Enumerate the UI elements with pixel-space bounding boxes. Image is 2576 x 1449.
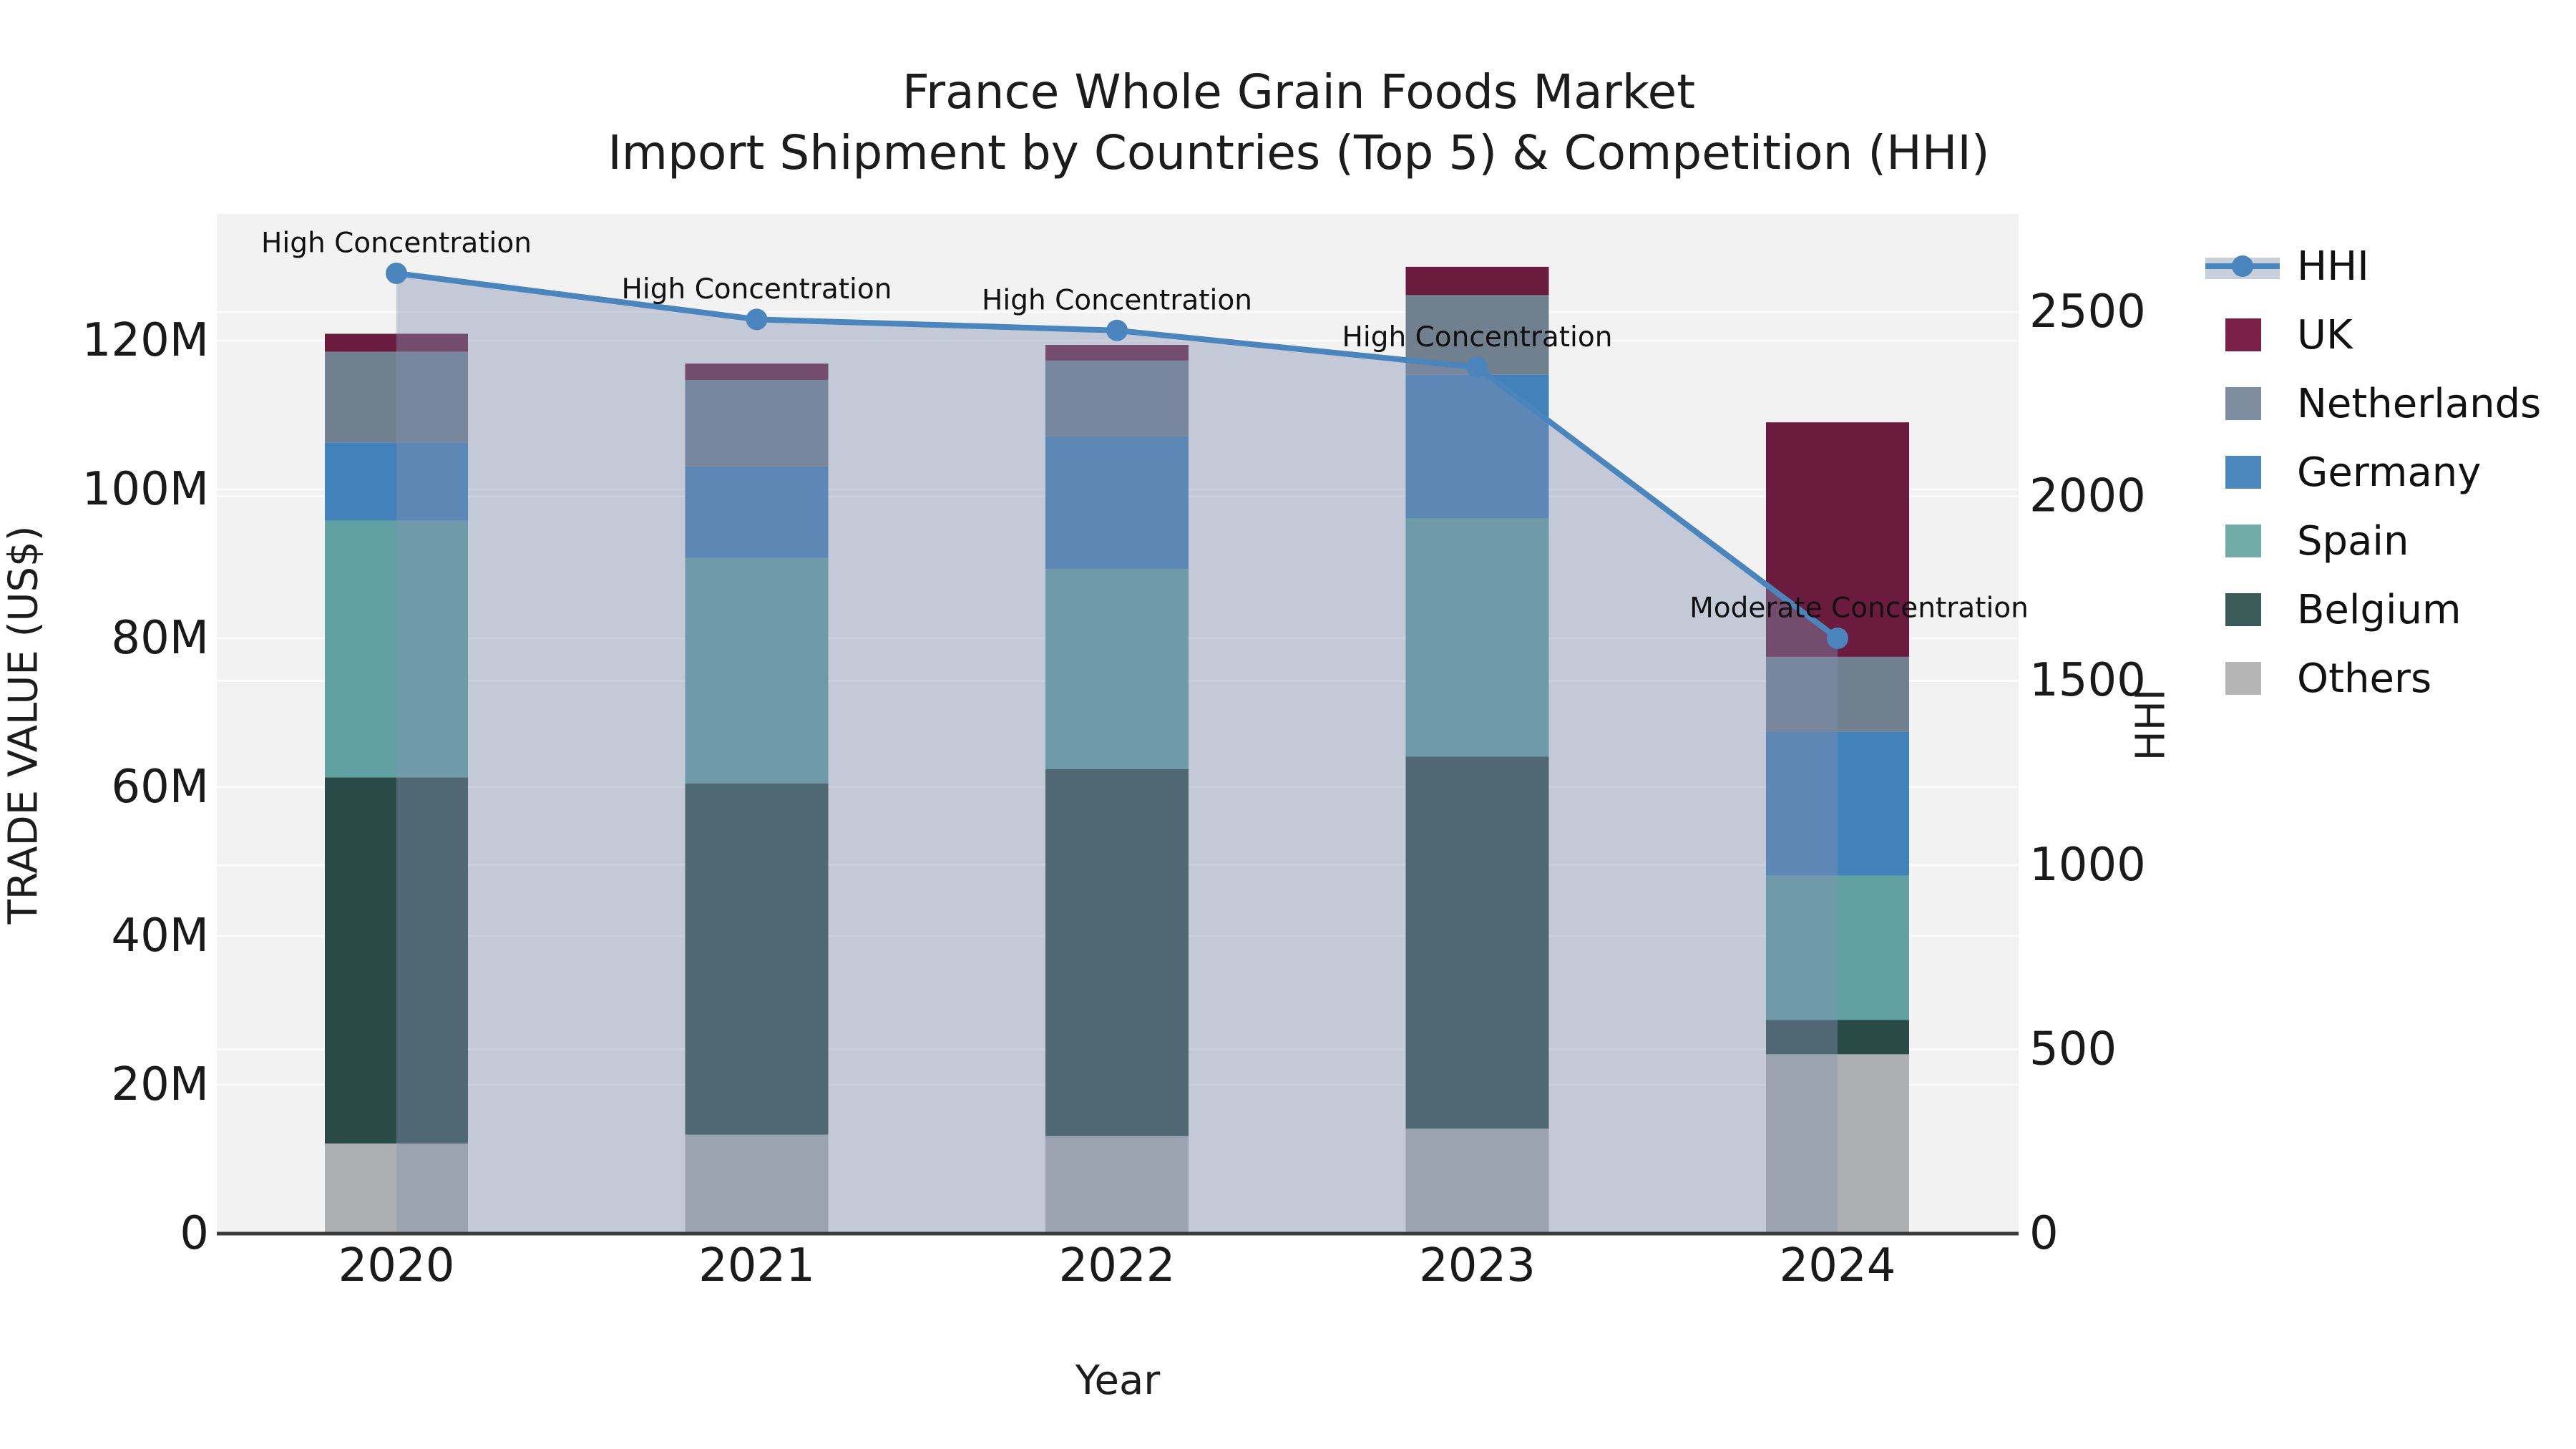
y-left-tick-120M: 120M xyxy=(82,314,209,367)
y-right-tick-500: 500 xyxy=(2029,1023,2117,1075)
legend-swatch xyxy=(2225,525,2261,557)
bar-segment-2020-germany xyxy=(325,442,468,521)
legend-label: Germany xyxy=(2297,449,2482,496)
x-tick-2023: 2023 xyxy=(1419,1239,1536,1292)
bar-segment-2022-netherlands xyxy=(1045,360,1189,437)
legend-item-hhi: HHI xyxy=(2204,232,2541,301)
x-axis-label: Year xyxy=(1075,1357,1161,1404)
hhi-point-2024 xyxy=(1827,627,1848,649)
hhi-line-symbol xyxy=(2204,232,2283,301)
bar-segment-2022-belgium xyxy=(1045,769,1189,1136)
x-tick-2022: 2022 xyxy=(1059,1239,1176,1292)
hhi-point-2022 xyxy=(1106,319,1128,341)
legend-label: Spain xyxy=(2297,517,2409,565)
hhi-marker-icon xyxy=(2232,255,2253,277)
y-left-tick-80M: 80M xyxy=(111,612,209,665)
y-axis-right-label: HHI xyxy=(2127,688,2175,761)
x-tick-2024: 2024 xyxy=(1780,1239,1896,1292)
bar-segment-2020-spain xyxy=(325,520,468,778)
legend-item-netherlands: Netherlands xyxy=(2204,369,2541,438)
bar-segment-2020-uk xyxy=(325,333,468,352)
legend-label: Others xyxy=(2297,655,2432,702)
bar-segment-2021-spain xyxy=(685,557,829,784)
bar-segment-2021-belgium xyxy=(685,783,829,1135)
legend-swatch xyxy=(2225,456,2261,489)
bar-segment-2020-others xyxy=(325,1143,468,1234)
annotation-2022: High Concentration xyxy=(982,284,1252,316)
bar-segment-2021-netherlands xyxy=(685,379,829,467)
bar-segment-2023-uk xyxy=(1405,266,1549,296)
legend: HHI UK Netherlands Germany Spain Belgium Other… xyxy=(2204,232,2541,713)
legend-label: Belgium xyxy=(2297,586,2462,633)
bar-segment-2023-germany xyxy=(1405,374,1549,519)
bar-segment-2024-spain xyxy=(1766,875,1909,1020)
y-left-tick-0: 0 xyxy=(180,1207,209,1260)
legend-swatch xyxy=(2225,318,2261,351)
y-left-tick-40M: 40M xyxy=(111,909,209,962)
legend-swatch-wrap xyxy=(2204,301,2283,369)
bar-segment-2022-uk xyxy=(1045,345,1189,361)
hhi-point-2020 xyxy=(386,262,407,284)
bar-segment-2023-others xyxy=(1405,1128,1549,1234)
legend-item-others: Others xyxy=(2204,644,2541,713)
legend-swatch-wrap xyxy=(2204,575,2283,644)
annotation-2020: High Concentration xyxy=(261,227,532,259)
bar-segment-2024-others xyxy=(1766,1054,1909,1234)
bar-segment-2020-belgium xyxy=(325,777,468,1144)
chart-title: France Whole Grain Foods Market Import S… xyxy=(608,62,1989,183)
y-right-tick-0: 0 xyxy=(2029,1207,2059,1260)
legend-swatch xyxy=(2225,593,2261,626)
hhi-area-fill xyxy=(396,273,1838,1234)
legend-item-belgium: Belgium xyxy=(2204,575,2541,644)
bar-segment-2023-belgium xyxy=(1405,756,1549,1129)
x-tick-2020: 2020 xyxy=(338,1239,455,1292)
y-right-tick-1500: 1500 xyxy=(2029,654,2146,707)
bar-segment-2020-netherlands xyxy=(325,351,468,443)
bar-segment-2024-germany xyxy=(1766,731,1909,876)
legend-swatch-wrap xyxy=(2204,369,2283,438)
legend-swatch-wrap xyxy=(2204,507,2283,575)
bar-segment-2022-others xyxy=(1045,1136,1189,1234)
y-left-tick-20M: 20M xyxy=(111,1058,209,1111)
annotation-2021: High Concentration xyxy=(622,273,892,306)
bar-segment-2022-spain xyxy=(1045,569,1189,769)
hhi-point-2021 xyxy=(746,308,768,331)
bar-segment-2021-others xyxy=(685,1134,829,1234)
y-left-tick-100M: 100M xyxy=(82,463,209,516)
annotation-2023: High Concentration xyxy=(1342,321,1613,353)
bar-segment-2022-germany xyxy=(1045,436,1189,570)
bar-segment-2023-spain xyxy=(1405,518,1549,757)
y-right-tick-2500: 2500 xyxy=(2029,286,2146,338)
legend-item-uk: UK xyxy=(2204,301,2541,369)
y-right-tick-2000: 2000 xyxy=(2029,470,2146,523)
bar-segment-2024-belgium xyxy=(1766,1020,1909,1055)
bar-segment-2021-germany xyxy=(685,466,829,558)
bar-segment-2021-uk xyxy=(685,364,829,380)
x-tick-2021: 2021 xyxy=(698,1239,815,1292)
legend-swatch-wrap xyxy=(2204,438,2283,507)
y-left-tick-60M: 60M xyxy=(111,761,209,814)
legend-label: UK xyxy=(2297,311,2353,358)
y-right-tick-1000: 1000 xyxy=(2029,839,2146,892)
hhi-point-2023 xyxy=(1466,356,1488,379)
legend-item-spain: Spain xyxy=(2204,507,2541,575)
legend-label: Netherlands xyxy=(2297,380,2542,427)
chart-title-line1: France Whole Grain Foods Market xyxy=(902,64,1696,119)
legend-swatch xyxy=(2225,662,2261,695)
legend-item-germany: Germany xyxy=(2204,438,2541,507)
chart-title-line2: Import Shipment by Countries (Top 5) & C… xyxy=(608,125,1990,180)
y-axis-left-label: TRADE VALUE (US$) xyxy=(0,525,47,924)
bar-segment-2024-uk xyxy=(1766,422,1909,657)
bar-segment-2024-netherlands xyxy=(1766,656,1909,732)
legend-label: HHI xyxy=(2297,243,2369,290)
annotation-2024: Moderate Concentration xyxy=(1689,592,2029,624)
legend-swatch-wrap xyxy=(2204,644,2283,713)
legend-swatch xyxy=(2225,387,2261,420)
